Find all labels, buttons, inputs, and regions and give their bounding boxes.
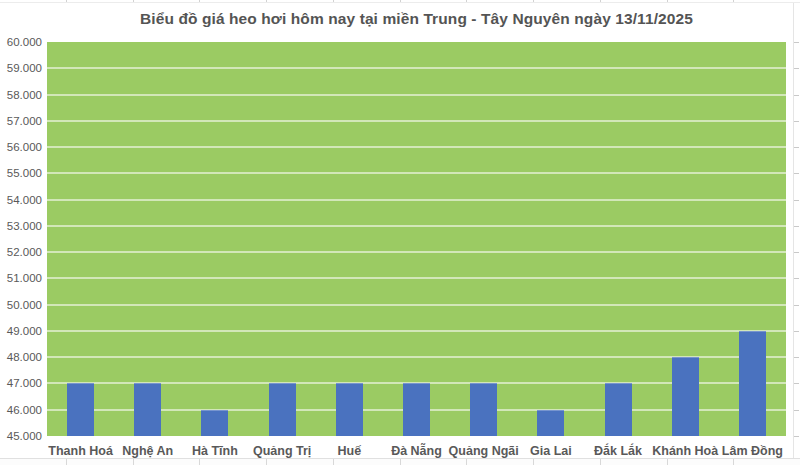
page: Biểu đồ giá heo hơi hôm nay tại miền Tru…: [0, 0, 800, 465]
table-edge-cell: [734, 0, 800, 2]
table-edge-cell: [0, 459, 67, 465]
table-edge-cell: [668, 0, 735, 2]
chart-bar[interactable]: [672, 357, 699, 436]
table-edge-cell: [534, 0, 601, 2]
right-border-tick: [794, 331, 799, 332]
y-axis-tick-label: 48.000: [0, 351, 42, 363]
chart-bar[interactable]: [470, 383, 497, 436]
right-border-tick: [794, 173, 799, 174]
right-border-tick: [794, 95, 799, 96]
chart-title: Biểu đồ giá heo hơi hôm nay tại miền Tru…: [47, 10, 786, 28]
chart-bar[interactable]: [739, 331, 766, 436]
table-edge-cell: [267, 0, 334, 2]
table-edge-cell: [334, 459, 401, 465]
y-axis-tick-label: 49.000: [0, 325, 42, 337]
table-edge-cell: [200, 0, 267, 2]
gridline: [47, 120, 786, 122]
right-border-tick: [794, 410, 799, 411]
table-edge-cell: [668, 459, 735, 465]
right-border-tick: [794, 42, 799, 43]
y-axis-tick-label: 47.000: [0, 377, 42, 389]
x-axis-category-label: Lâm Đồng: [707, 444, 797, 458]
table-edge-cell: [334, 0, 401, 2]
table-edge-cell: [0, 0, 67, 2]
y-axis-tick-label: 60.000: [0, 36, 42, 48]
right-border-line: [793, 3, 794, 465]
chart-bar[interactable]: [537, 410, 564, 436]
table-edge-cell: [534, 459, 601, 465]
right-border-tick: [794, 226, 799, 227]
gridline: [47, 304, 786, 306]
gridline: [47, 225, 786, 227]
table-edge-cell: [601, 459, 668, 465]
table-edge-bottom: [0, 458, 800, 465]
y-axis-tick-label: 46.000: [0, 404, 42, 416]
plot-area: [47, 42, 786, 436]
table-edge-cell: [734, 459, 800, 465]
y-axis-tick-label: 54.000: [0, 194, 42, 206]
table-edge-cell: [601, 0, 668, 2]
table-edge-cell: [67, 459, 134, 465]
table-edge-cell: [67, 0, 134, 2]
table-edge-cell: [267, 459, 334, 465]
gridline: [47, 67, 786, 69]
gridline: [47, 251, 786, 253]
gridline: [47, 146, 786, 148]
y-axis-tick-label: 52.000: [0, 246, 42, 258]
chart-bar[interactable]: [67, 383, 94, 436]
y-axis-tick-label: 51.000: [0, 272, 42, 284]
y-axis-tick-label: 50.000: [0, 299, 42, 311]
table-edge-cell: [134, 459, 201, 465]
gridline: [47, 94, 786, 96]
table-edge-cell: [401, 0, 468, 2]
gridline: [47, 330, 786, 332]
y-axis-tick-label: 57.000: [0, 115, 42, 127]
table-edge-top: [0, 0, 800, 3]
right-border-tick: [794, 383, 799, 384]
y-axis-tick-label: 45.000: [0, 430, 42, 442]
table-edge-cell: [200, 459, 267, 465]
right-border-tick: [794, 305, 799, 306]
chart-bar[interactable]: [134, 383, 161, 436]
chart-bar[interactable]: [269, 383, 296, 436]
y-axis-tick-label: 56.000: [0, 141, 42, 153]
y-axis-tick-label: 59.000: [0, 62, 42, 74]
chart-bar[interactable]: [403, 383, 430, 436]
y-axis-tick-label: 58.000: [0, 89, 42, 101]
right-border-tick: [794, 357, 799, 358]
chart-bar[interactable]: [336, 383, 363, 436]
table-edge-cell: [467, 459, 534, 465]
table-edge-cell: [134, 0, 201, 2]
y-axis-tick-label: 55.000: [0, 167, 42, 179]
gridline: [47, 277, 786, 279]
right-border-tick: [794, 147, 799, 148]
gridline: [47, 172, 786, 174]
right-border-tick: [794, 121, 799, 122]
gridline: [47, 199, 786, 201]
table-edge-cell: [467, 0, 534, 2]
right-border-tick: [794, 200, 799, 201]
table-edge-cell: [401, 459, 468, 465]
right-border-tick: [794, 436, 799, 437]
right-border-tick: [794, 252, 799, 253]
chart-bar[interactable]: [201, 410, 228, 436]
chart-bar[interactable]: [605, 383, 632, 436]
y-axis-tick-label: 53.000: [0, 220, 42, 232]
right-border-tick: [794, 278, 799, 279]
right-border-tick: [794, 68, 799, 69]
